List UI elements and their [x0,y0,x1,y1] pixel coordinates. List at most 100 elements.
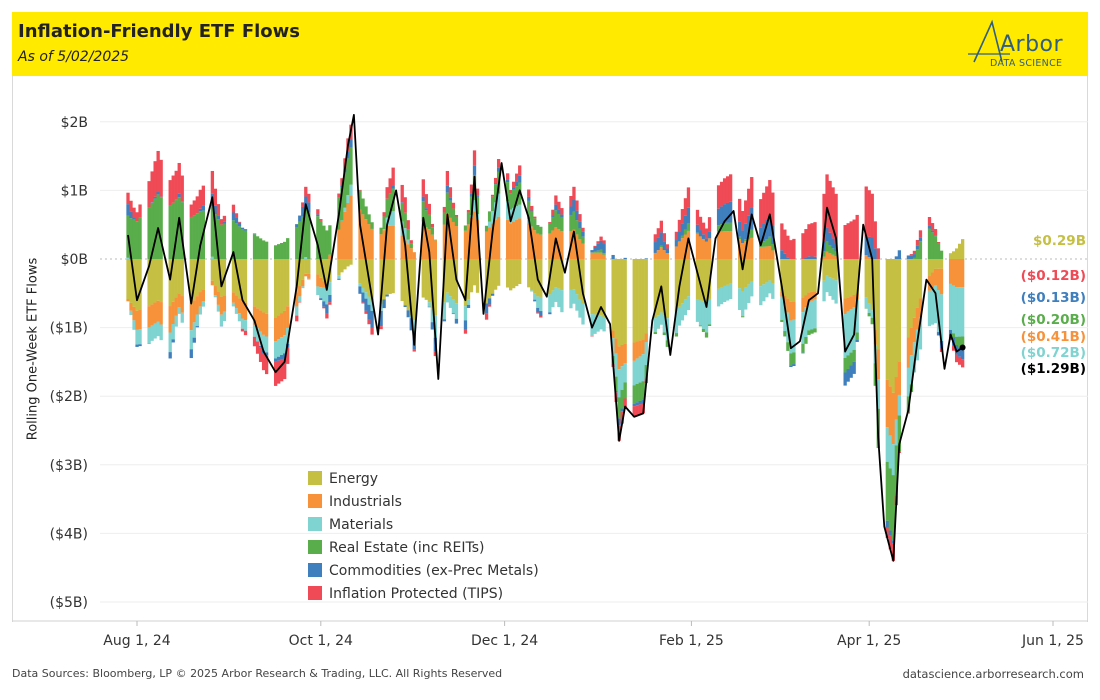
bar-segment [635,341,639,359]
bar-segment [632,385,636,404]
bar-segment [298,301,302,303]
bar-segment [156,191,160,195]
bar-segment [192,322,196,338]
bar-segment [885,259,889,380]
bar-segment [750,259,754,282]
bar-segment [147,259,151,307]
bar-segment [337,229,341,259]
bar-segment [716,288,721,307]
bar-segment [686,223,691,231]
bar-segment [698,230,703,237]
bar-segment [897,394,902,416]
bar-segment [533,230,537,259]
bar-segment [912,257,917,259]
x-tick-layer: Aug 1, 24 Oct 1, 24 Dec 1, 24 Feb 1, 25 Apr … [103,621,1084,649]
bar-segment [843,314,847,358]
bar-segment [153,161,157,197]
bar-segment [424,259,428,300]
bar-segment [870,310,874,318]
bar-segment [153,302,157,324]
bar-segment [617,346,621,370]
bar-segment [822,240,826,252]
bar-segment [957,243,962,259]
bar-segment [611,338,615,356]
bar-segment [807,259,811,293]
bar-segment [512,221,516,259]
bar-segment [897,361,902,395]
bar-segment [177,307,181,314]
bar-segment [403,197,407,213]
end-label: ($0.20B) [1021,312,1086,328]
bar-segment [237,313,242,322]
bar-segment [792,352,796,365]
bar-segment [707,324,712,326]
bar-segment [915,239,920,246]
bar-segment [804,259,808,296]
website-link[interactable]: datascience.arborresearch.com [902,667,1084,681]
bar-segment [662,233,666,242]
bar-segment [533,218,537,231]
bar-segment [548,223,552,234]
bar-segment [316,214,320,217]
bar-segment [614,259,618,339]
bar-segment [602,317,606,332]
bar-segment [322,301,326,307]
bar-segment [512,181,516,188]
bar-segment [451,208,456,222]
bar-segment [301,202,305,207]
total-flow-line [127,114,964,562]
bar-segment [406,220,410,230]
bar-segment [274,358,278,362]
bar-segment [725,259,730,285]
bar-segment [216,204,221,216]
bar-segment [258,310,263,332]
y-tick-label: $1B [61,183,88,199]
bar-segment [466,210,471,213]
bar-segment [927,217,932,226]
bar-segment [243,230,248,259]
bar-segment [403,228,407,241]
bar-segment [171,202,175,259]
bar-segment [741,230,745,243]
bar-segment [213,286,218,296]
bar-segment [322,259,326,282]
bar-segment [252,259,257,307]
bar-segment [680,209,685,224]
bar-segment [274,259,278,318]
bar-segment [132,306,136,321]
bar-segment [530,210,534,212]
bar-segment [557,288,561,308]
bar-segment [864,255,868,259]
bar-segment [536,225,540,234]
bar-segment [951,345,956,351]
bar-segment [295,315,299,322]
bar-segment [506,259,510,288]
bar-segment [195,296,199,315]
bar-segment [126,299,130,302]
bar-segment [906,255,911,259]
bar-segment [894,445,899,496]
bar-segment [948,253,953,255]
bar-segment [936,243,941,259]
end-label: ($1.29B) [1021,361,1086,377]
bar-segment [741,210,745,231]
bar-segment [704,238,709,242]
bar-segment [581,231,585,237]
bar-segment [388,193,392,215]
bar-segment [243,302,248,321]
bar-segment [954,259,959,288]
bar-segment [280,337,284,356]
bar-segment [951,333,956,338]
bar-segment [891,259,895,393]
bar-segment [255,236,260,259]
bar-segment [593,247,597,252]
bar-segment [936,268,941,291]
arbor-logo: Arbor DATA SCIENCE [966,18,1078,72]
grid-layer [12,121,1088,622]
bar-segment [171,175,175,203]
bar-segment [665,244,670,249]
bar-segment [780,259,784,293]
bar-segment [722,231,727,259]
bar-segment [810,256,814,259]
bar-segment [762,241,766,247]
